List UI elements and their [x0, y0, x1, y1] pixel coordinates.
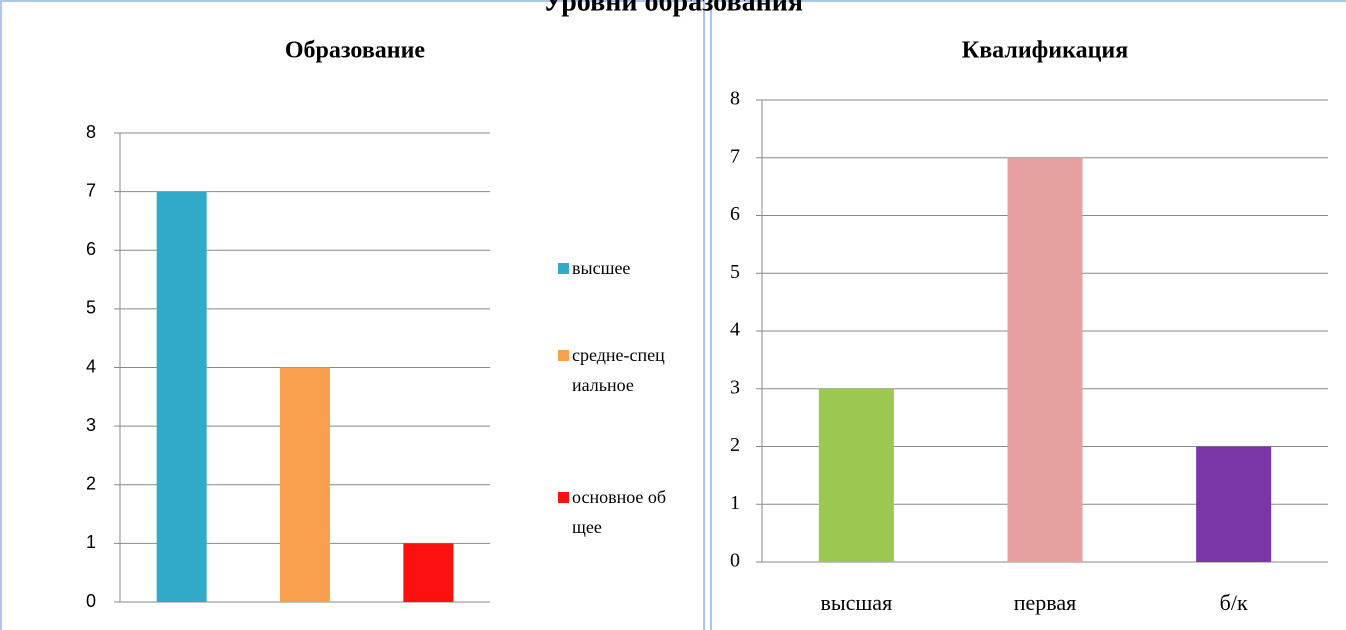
y-tick-label: 0	[86, 591, 96, 611]
y-tick-label: 5	[730, 261, 740, 283]
legend-label: высшее	[572, 258, 631, 278]
y-tick-label: 4	[86, 356, 96, 376]
y-tick-label: 6	[730, 203, 740, 225]
y-tick-label: 7	[730, 145, 740, 167]
panel	[0, 0, 705, 630]
legend-swatch	[558, 492, 569, 503]
legend-item: высшее	[558, 253, 678, 283]
panel	[710, 0, 1346, 630]
y-tick-label: 1	[86, 532, 96, 552]
y-tick-label: 3	[730, 376, 740, 398]
y-tick-label: 3	[86, 415, 96, 435]
bar	[818, 388, 894, 562]
y-tick-label: 5	[86, 298, 96, 318]
y-tick-label: 6	[86, 239, 96, 259]
legend-item: основное общее	[558, 482, 678, 542]
page-title: Уровни образования	[543, 0, 803, 17]
y-tick-label: 4	[730, 319, 740, 341]
bar	[403, 543, 454, 602]
legend-swatch	[558, 263, 569, 274]
y-tick-label: 2	[730, 434, 740, 456]
x-tick-label: б/к	[1220, 590, 1248, 615]
bar	[1196, 446, 1272, 562]
legend-label: средне-специальное	[572, 345, 665, 395]
y-tick-label: 8	[730, 88, 740, 110]
legend-item: средне-специальное	[558, 340, 678, 400]
y-tick-label: 0	[730, 550, 740, 572]
bar	[156, 191, 207, 602]
bar	[1007, 157, 1083, 562]
legend-swatch	[558, 350, 569, 361]
chart-title: Образование	[285, 38, 426, 64]
x-tick-label: первая	[1014, 590, 1077, 615]
y-tick-label: 8	[86, 122, 96, 142]
x-tick-label: высшая	[820, 590, 892, 615]
y-tick-label: 1	[730, 492, 740, 514]
chart-title: Квалификация	[962, 38, 1128, 64]
y-tick-label: 7	[86, 180, 96, 200]
y-tick-label: 2	[86, 474, 96, 494]
legend-label: основное общее	[572, 487, 667, 537]
bar	[280, 367, 330, 602]
